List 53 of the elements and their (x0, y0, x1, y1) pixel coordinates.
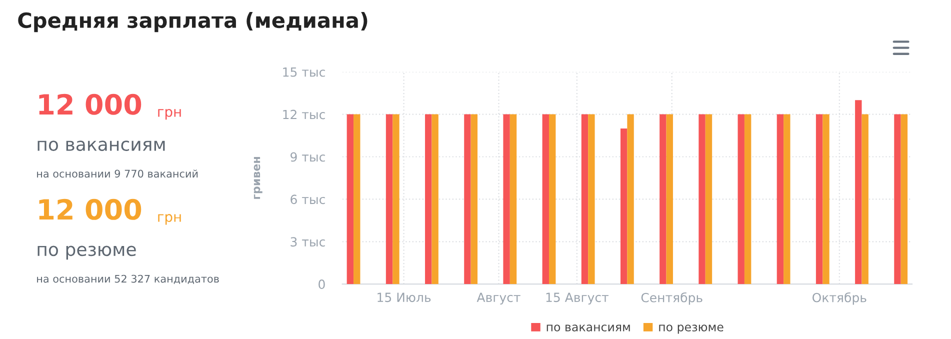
text: грн (158, 214, 181, 225)
text: на основании 52 327 кандидатов (37, 274, 219, 284)
legend-label: по резюме (659, 324, 724, 334)
bar (855, 100, 862, 284)
bar (432, 114, 438, 284)
bar (862, 114, 868, 284)
bar (822, 114, 830, 284)
bar (627, 114, 634, 284)
y-tick-label: 9 тыс (290, 152, 325, 162)
bar (386, 114, 393, 284)
bar (666, 114, 673, 284)
y-axis-title: гривен (254, 157, 262, 199)
bar (620, 128, 628, 284)
y-tick-label: 6 тыс (290, 194, 325, 204)
bar (464, 114, 471, 284)
bar (392, 114, 400, 284)
text: грн (158, 108, 181, 120)
text: 12 000 (39, 94, 142, 115)
y-tick-label: 0 (318, 280, 325, 290)
x-tick-label: Сентябрь (641, 292, 702, 305)
y-tick-label: 3 тыс (290, 237, 325, 247)
text: по резюме (38, 246, 136, 260)
chart-title: Средняя зарплата (медиана) (18, 12, 368, 32)
bar (425, 114, 432, 284)
bar (705, 114, 712, 284)
bar (588, 114, 595, 284)
x-tick-label: Август (476, 292, 520, 305)
bar (346, 114, 354, 284)
bar (542, 114, 549, 284)
bar (738, 114, 744, 284)
bar (776, 114, 784, 284)
bar (744, 114, 752, 284)
text: на основании 9 770 вакансий (37, 170, 198, 178)
bar (581, 114, 588, 284)
y-tick-label: 15 тыс (283, 68, 325, 77)
bar (548, 114, 556, 284)
bar (510, 114, 517, 284)
x-tick-label: 15 Август (546, 292, 609, 305)
bar (816, 114, 823, 284)
x-tick-label: 15 Июль (378, 292, 431, 302)
bar (698, 114, 706, 284)
bar (660, 114, 666, 284)
bar (784, 114, 790, 284)
bar (470, 114, 478, 284)
bar (503, 114, 510, 284)
bar (894, 114, 901, 284)
bar (900, 114, 908, 284)
text: по вакансиям (38, 140, 165, 152)
bar (354, 114, 360, 284)
y-tick-label: 12 тыс (283, 110, 325, 120)
x-tick-label: Октябрь (812, 292, 866, 305)
text: 12 000 (39, 198, 142, 220)
legend-label: по вакансиям (546, 324, 630, 332)
